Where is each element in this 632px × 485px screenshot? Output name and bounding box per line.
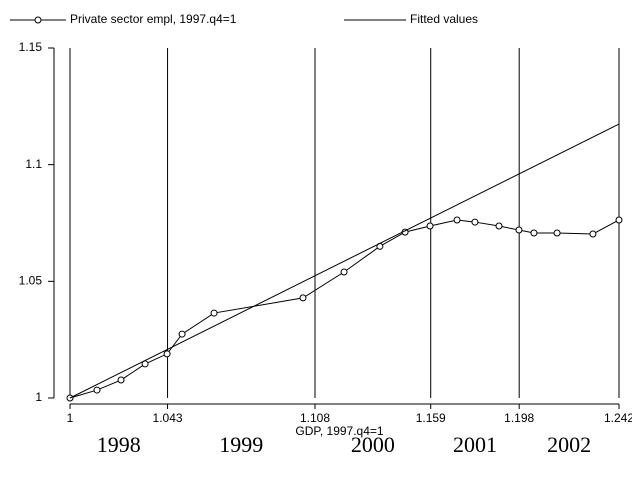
data-point	[515, 226, 523, 234]
data-point	[471, 218, 479, 226]
data-point	[210, 309, 218, 317]
data-point	[495, 222, 503, 230]
y-tick-label: 1	[35, 390, 42, 404]
data-point	[163, 350, 171, 358]
year-label: 2000	[351, 432, 395, 457]
data-point	[178, 330, 186, 338]
data-point	[340, 268, 348, 276]
data-point	[453, 216, 461, 224]
x-tick-label: 1.242	[604, 411, 632, 425]
legend-label: Private sector empl, 1997.q4=1	[70, 12, 237, 26]
legend-label: Fitted values	[410, 12, 478, 26]
y-tick-label: 1.05	[19, 274, 43, 288]
data-point	[615, 216, 623, 224]
data-point	[589, 230, 597, 238]
data-point	[299, 294, 307, 302]
year-label: 2001	[453, 432, 497, 457]
x-tick-label: 1.043	[153, 411, 183, 425]
year-label: 2002	[547, 432, 591, 457]
y-tick-label: 1.1	[25, 157, 42, 171]
legend-marker	[34, 16, 42, 24]
series-line	[69, 123, 620, 399]
year-label: 1998	[97, 432, 141, 457]
x-axis-title: GDP, 1997.q4=1	[295, 424, 384, 438]
y-tick-label: 1.15	[19, 40, 43, 54]
x-tick-label: 1.108	[300, 411, 330, 425]
year-label: 1999	[219, 432, 263, 457]
x-tick-label: 1.198	[504, 411, 534, 425]
data-point	[117, 376, 125, 384]
data-point	[426, 222, 434, 230]
data-point	[553, 229, 561, 237]
x-tick-label: 1.159	[416, 411, 446, 425]
x-tick-label: 1	[67, 411, 74, 425]
series-line	[69, 219, 620, 399]
data-point	[530, 229, 538, 237]
data-point	[93, 386, 101, 394]
